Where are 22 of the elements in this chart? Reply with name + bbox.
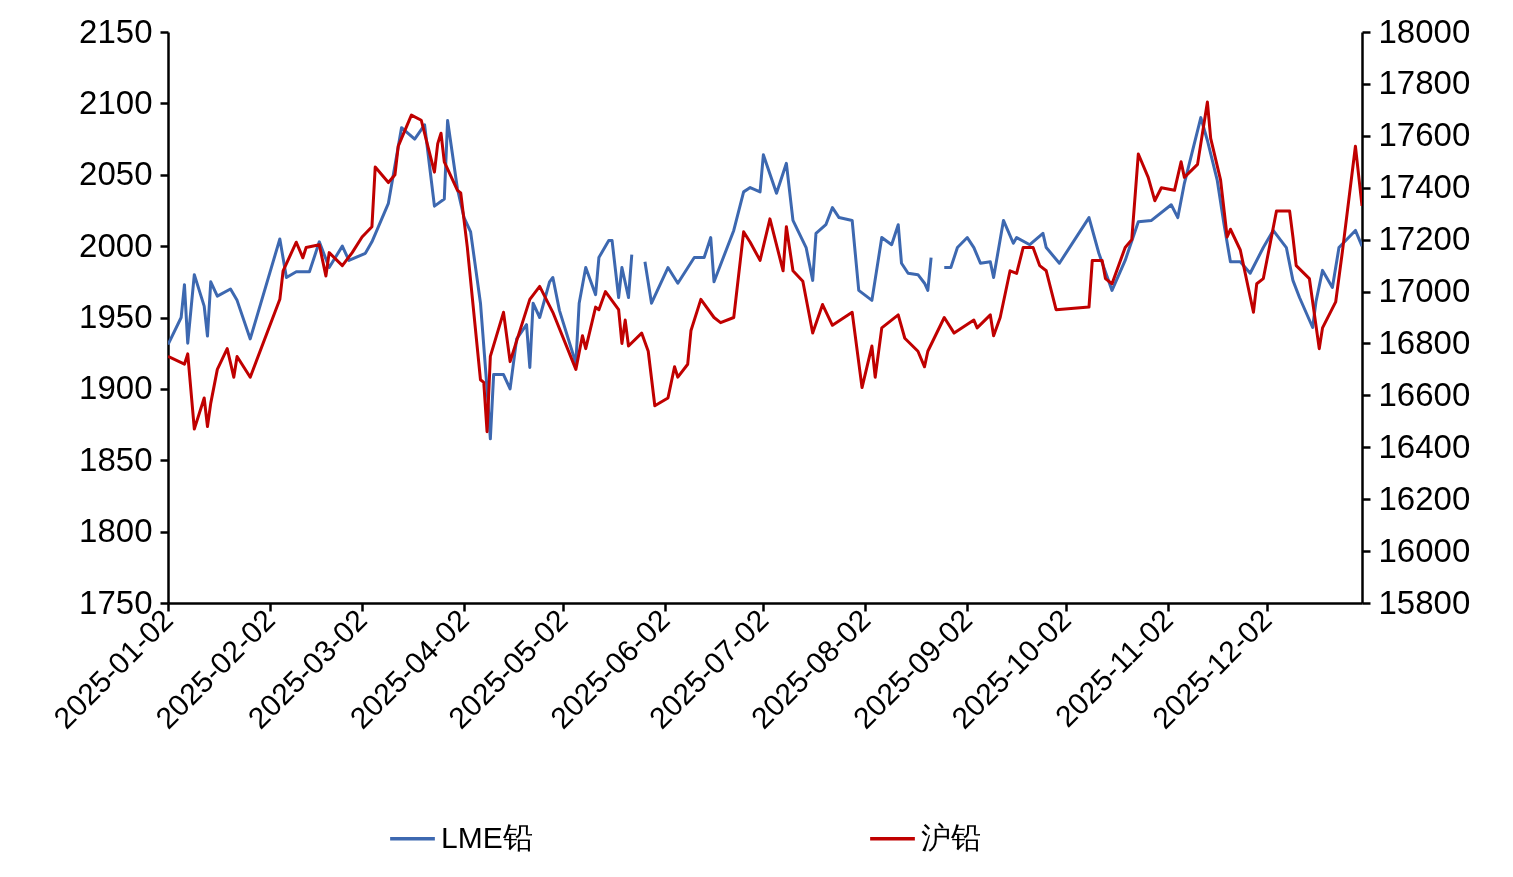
y-tick-label: 2000 (79, 226, 153, 264)
y2-tick-label: 16800 (1378, 323, 1471, 361)
y2-tick-label: 17800 (1378, 64, 1471, 102)
y-tick-label: 1950 (79, 298, 153, 335)
y2-tick-label: 17400 (1378, 168, 1471, 206)
y2-tick-label: 17600 (1378, 116, 1471, 154)
y-tick-label: 1900 (79, 369, 153, 407)
y-tick-label: 2050 (79, 155, 153, 193)
y-tick-label: 2150 (79, 12, 153, 50)
y-tick-label: 2100 (79, 83, 153, 121)
y2-tick-label: 16000 (1378, 531, 1471, 569)
y2-tick-label: 16600 (1378, 375, 1471, 413)
y2-tick-label: 16400 (1378, 427, 1471, 465)
legend-label: LME铅 (441, 820, 533, 854)
y2-tick-label: 17200 (1378, 220, 1471, 258)
y-tick-label: 1850 (79, 440, 153, 478)
y2-tick-label: 15800 (1378, 583, 1471, 621)
legend-label: 沪铅 (921, 820, 981, 854)
y2-tick-label: 17000 (1378, 272, 1471, 310)
y2-tick-label: 16200 (1378, 479, 1471, 517)
y2-tick-label: 18000 (1378, 12, 1471, 50)
y-tick-label: 1800 (79, 512, 153, 550)
